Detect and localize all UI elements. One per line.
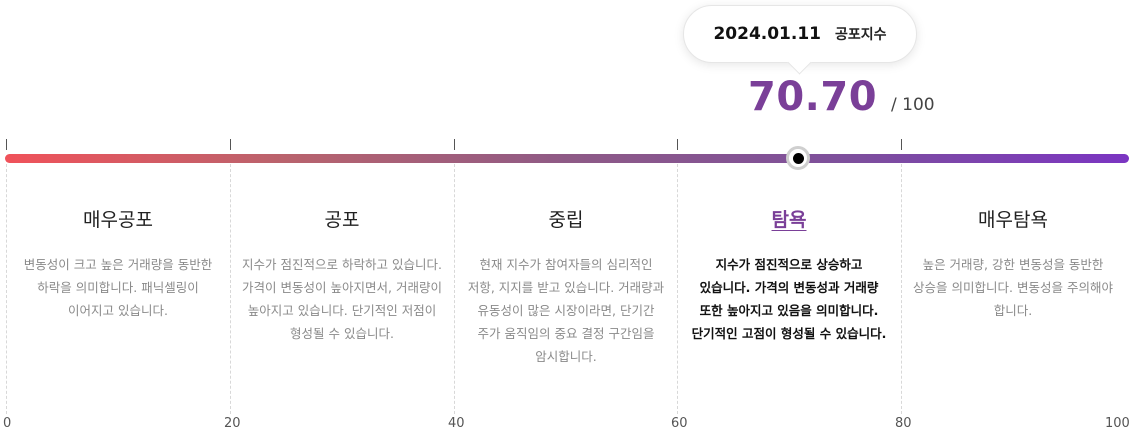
fear-greed-gauge-bar: [5, 154, 1129, 163]
zone-description: 변동성이 크고 높은 거래량을 동반한 하락을 의미합니다. 패닉셀링이 이어지…: [23, 257, 213, 318]
axis-label-20: 20: [224, 416, 241, 431]
axis-label-0: 0: [3, 416, 12, 431]
zone-fear: 공포 지수가 점진적으로 하락하고 있습니다. 가격이 변동성이 높아지면서, …: [230, 205, 454, 345]
score-display: 70.70 / 100: [748, 74, 935, 124]
zone-divider: [230, 164, 231, 414]
zone-title-active[interactable]: 탐욕: [771, 209, 807, 231]
zone-divider: [677, 164, 678, 414]
gauge-marker[interactable]: [786, 146, 810, 170]
zone-divider: [901, 164, 902, 414]
date-tooltip: 2024.01.11 공포지수: [683, 5, 917, 63]
zone-divider: [454, 164, 455, 414]
tick-mark: [6, 139, 7, 150]
tick-mark: [454, 139, 455, 150]
zone-very-fear: 매우공포 변동성이 크고 높은 거래량을 동반한 하락을 의미합니다. 패닉셀링…: [6, 205, 230, 322]
zone-title: 매우공포: [83, 209, 153, 231]
zone-greed: 탐욕 지수가 점진적으로 상승하고 있습니다. 가격의 변동성과 거래량 또한 …: [677, 205, 901, 345]
tick-mark: [230, 139, 231, 150]
tick-mark: [901, 139, 902, 150]
axis-label-100: 100: [1105, 416, 1130, 431]
tick-mark: [677, 139, 678, 150]
zone-title: 공포: [324, 209, 360, 231]
zone-description: 높은 거래량, 강한 변동성을 동반한 상승을 의미합니다. 변동성을 주의해야…: [913, 257, 1113, 318]
tooltip-label: 공포지수: [835, 27, 887, 43]
zone-neutral: 중립 현재 지수가 참여자들의 심리적인 저항, 지지를 받고 있습니다. 거래…: [454, 205, 678, 368]
zone-description: 현재 지수가 참여자들의 심리적인 저항, 지지를 받고 있습니다. 거래량과 …: [467, 257, 665, 364]
zone-title: 매우탐욕: [978, 209, 1048, 231]
zone-divider: [6, 164, 7, 414]
axis-label-80: 80: [895, 416, 912, 431]
zone-very-greed: 매우탐욕 높은 거래량, 강한 변동성을 동반한 상승을 의미합니다. 변동성을…: [901, 205, 1125, 322]
zone-description: 지수가 점진적으로 하락하고 있습니다. 가격이 변동성이 높아지면서, 거래량…: [242, 257, 442, 341]
zone-title: 중립: [548, 209, 584, 231]
score-value: 70.70: [748, 74, 878, 120]
gauge-marker-dot: [792, 152, 804, 164]
axis-label-40: 40: [448, 416, 465, 431]
zone-description: 지수가 점진적으로 상승하고 있습니다. 가격의 변동성과 거래량 또한 높아지…: [691, 257, 887, 341]
score-max: / 100: [891, 95, 935, 115]
tooltip-date: 2024.01.11: [713, 24, 821, 44]
axis-label-60: 60: [671, 416, 688, 431]
